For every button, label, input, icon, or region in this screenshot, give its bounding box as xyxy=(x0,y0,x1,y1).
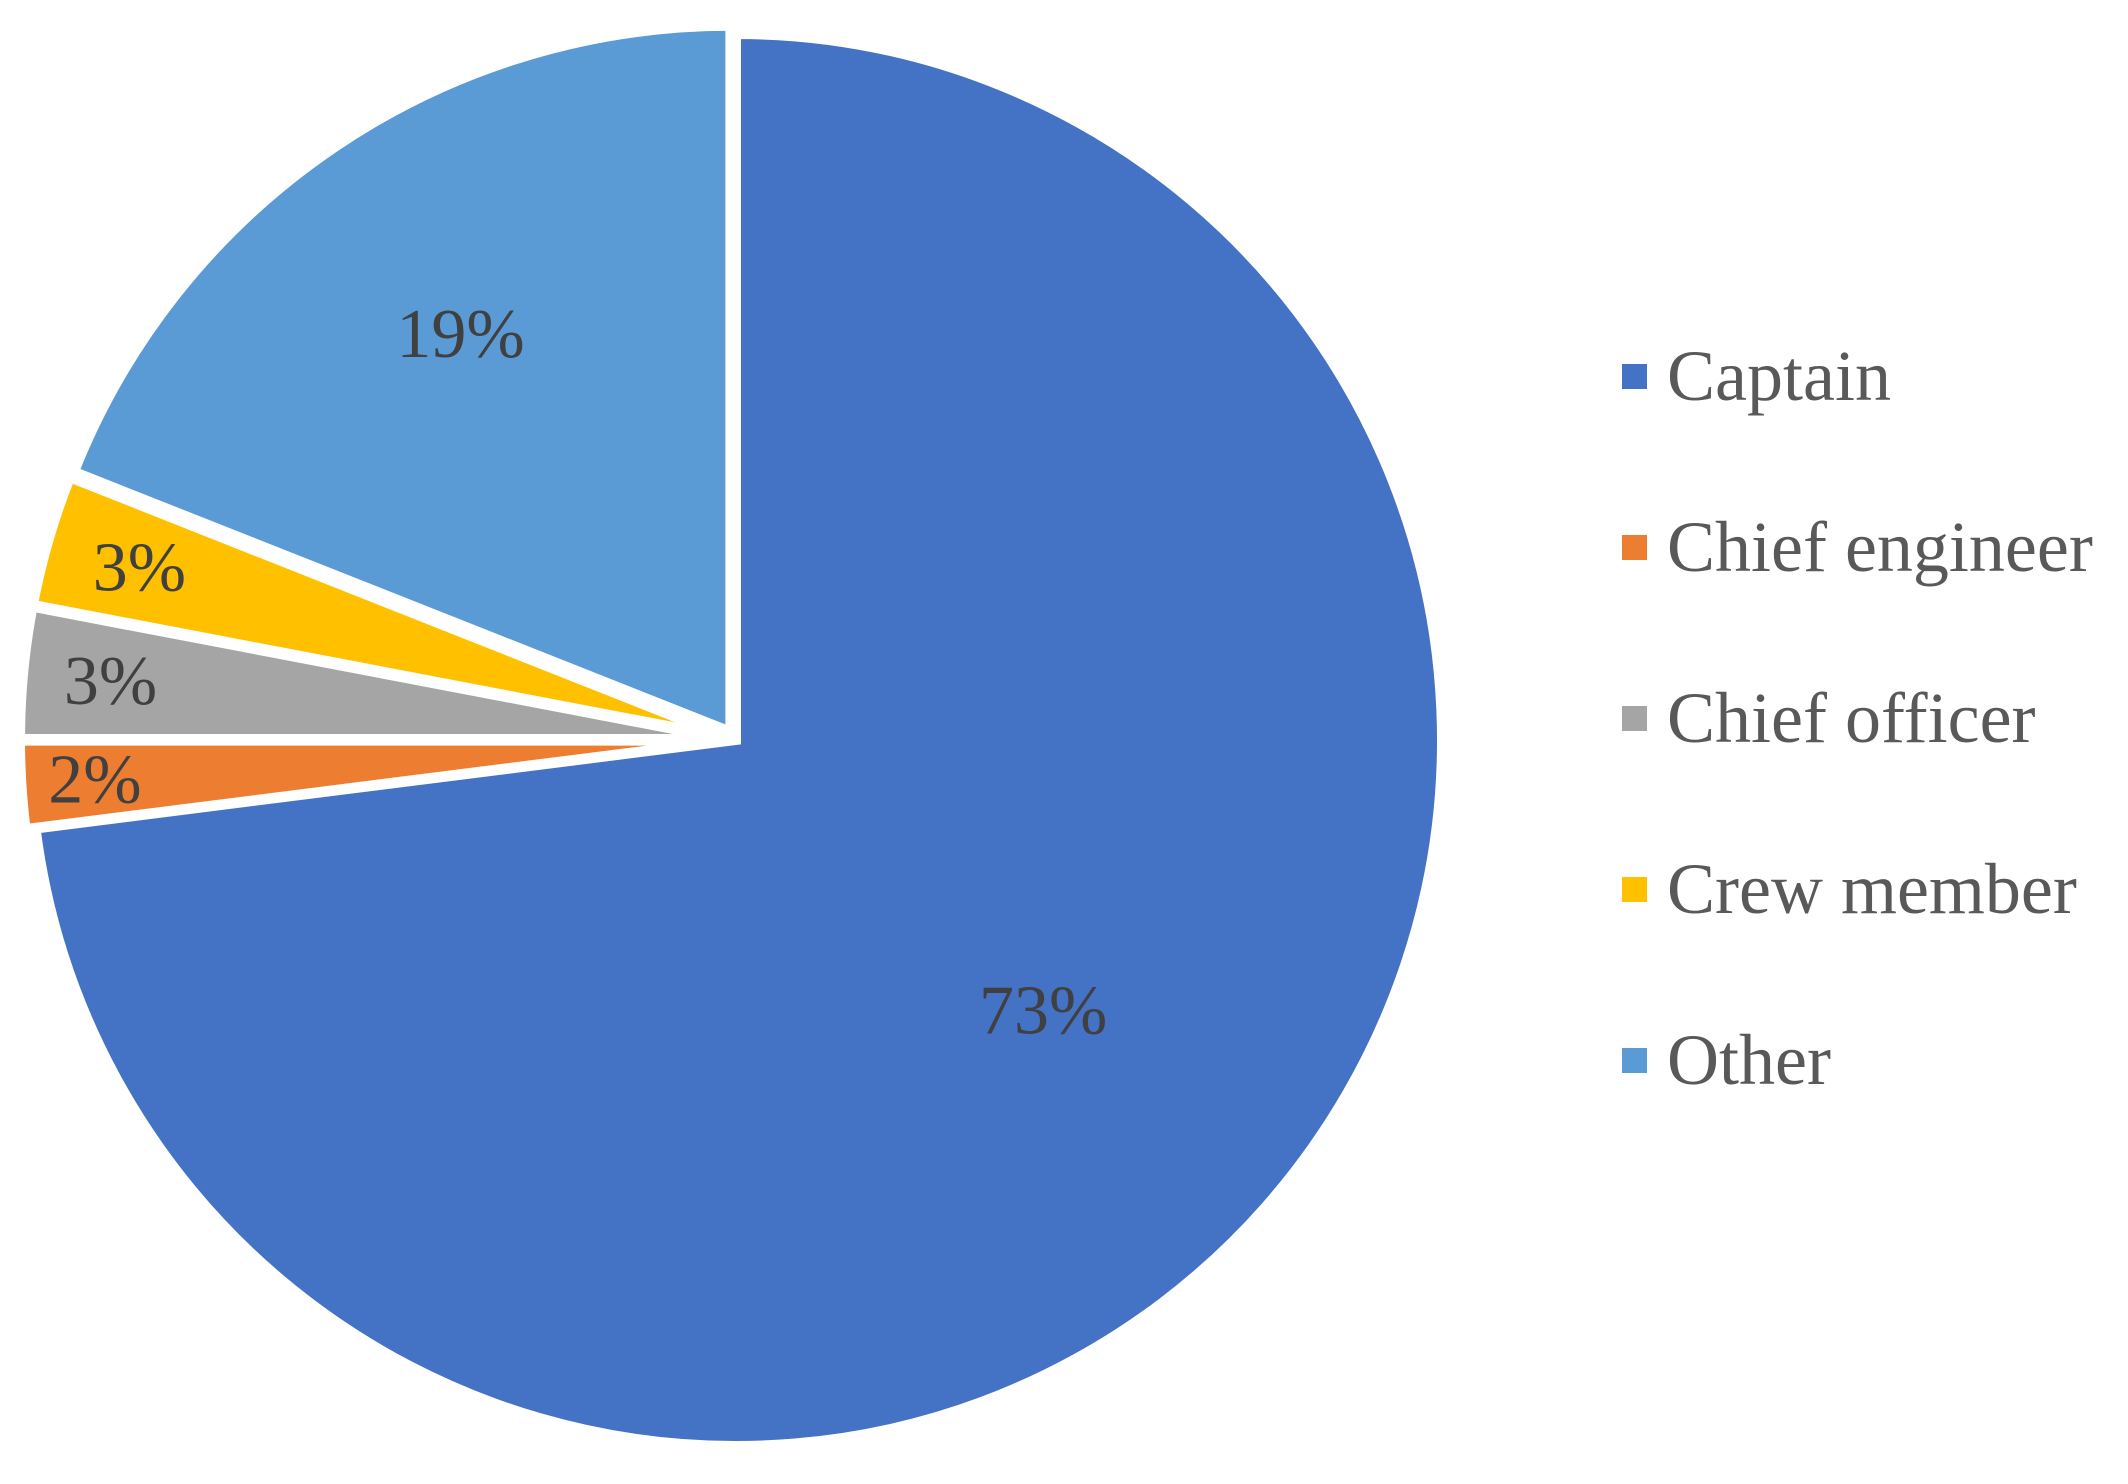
pie-slices xyxy=(15,20,1447,1451)
data-label-chief-officer: 3% xyxy=(64,643,157,720)
legend: Captain Chief engineer Chief officer Cre… xyxy=(1622,334,2093,1189)
data-label-chief-engineer: 2% xyxy=(48,742,141,819)
legend-item-other: Other xyxy=(1622,1018,2093,1102)
pie-slice-other xyxy=(67,20,736,740)
legend-item-crew-member: Crew member xyxy=(1622,847,2093,931)
legend-label-chief-officer: Chief officer xyxy=(1667,678,2036,758)
legend-swatch-chief-engineer xyxy=(1622,534,1647,560)
data-label-captain: 73% xyxy=(979,972,1107,1049)
legend-label-captain: Captain xyxy=(1667,336,1891,416)
legend-swatch-other xyxy=(1622,1047,1647,1073)
data-label-other: 19% xyxy=(396,296,524,373)
legend-swatch-chief-officer xyxy=(1622,705,1647,731)
data-label-crew-member: 3% xyxy=(93,529,186,606)
pie-slice-crew-member xyxy=(27,470,729,743)
legend-label-other: Other xyxy=(1667,1020,1831,1100)
pie-slice-captain xyxy=(29,28,1447,1451)
legend-label-crew-member: Crew member xyxy=(1667,849,2077,929)
legend-item-chief-officer: Chief officer xyxy=(1622,676,2093,760)
legend-label-chief-engineer: Chief engineer xyxy=(1667,507,2093,587)
pie-data-labels: 73% 2% 3% 3% 19% xyxy=(48,296,1107,1049)
legend-swatch-captain xyxy=(1622,363,1647,389)
legend-item-chief-engineer: Chief engineer xyxy=(1622,505,2093,589)
legend-item-captain: Captain xyxy=(1622,334,2093,418)
legend-swatch-crew-member xyxy=(1622,876,1647,902)
